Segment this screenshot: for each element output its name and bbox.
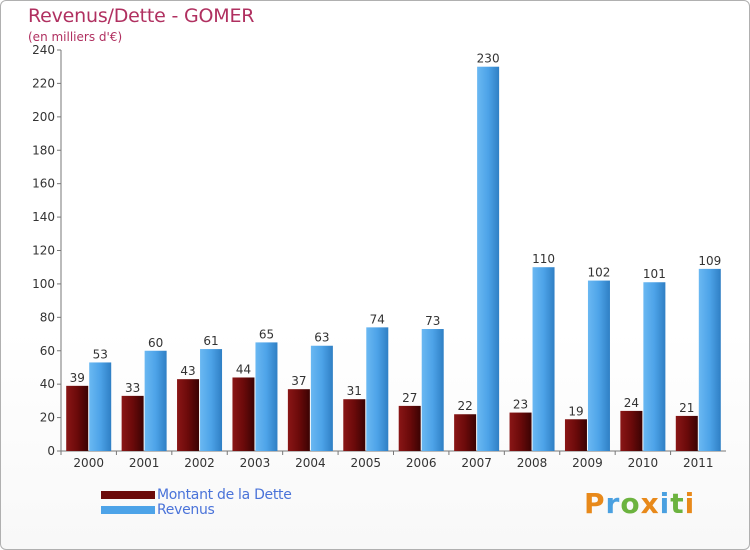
x-tick-label: 2005 <box>351 456 382 470</box>
data-label: 37 <box>291 374 306 388</box>
x-tick-label: 2011 <box>683 456 714 470</box>
x-tick-label: 2002 <box>184 456 215 470</box>
x-tick-label: 2000 <box>73 456 104 470</box>
legend-swatch-revenus <box>101 505 155 514</box>
x-tick-label: 2008 <box>517 456 548 470</box>
data-labels: 39 33 43 44 37 31 27 22 23 19 24 21 53 60 61 65 63 74 73 23… <box>70 52 722 419</box>
logo-letter: P <box>584 487 606 520</box>
data-label: 110 <box>532 252 555 266</box>
x-tick-label: 2001 <box>129 456 160 470</box>
y-tick-label: 40 <box>40 377 55 391</box>
x-tick-label: 2006 <box>406 456 437 470</box>
legend-label-revenus: Revenus <box>157 501 215 518</box>
bar-revenus <box>310 345 333 451</box>
data-label: 31 <box>347 384 362 398</box>
bar-dette <box>398 405 421 451</box>
bar-revenus <box>255 342 278 451</box>
data-label: 27 <box>402 391 417 405</box>
bar-dette <box>675 415 698 451</box>
chart-subtitle: (en milliers d'€) <box>28 30 123 44</box>
bar-dette <box>620 410 643 451</box>
data-label: 230 <box>477 52 500 66</box>
logo-letter: x <box>640 487 660 520</box>
data-label: 23 <box>513 398 528 412</box>
data-label: 61 <box>203 334 218 348</box>
bar-dette <box>177 379 200 451</box>
bar-revenus <box>698 268 721 451</box>
logo-letter: o <box>620 487 641 520</box>
legend: Montant de la Dette Revenus <box>101 486 292 518</box>
legend-item-revenus: Revenus <box>101 501 292 518</box>
data-label: 22 <box>457 399 472 413</box>
data-label: 102 <box>588 266 611 280</box>
bar-dette <box>287 389 310 451</box>
x-tick-label: 2007 <box>461 456 492 470</box>
data-label: 43 <box>180 364 195 378</box>
data-label: 74 <box>370 312 385 326</box>
data-label: 60 <box>148 336 163 350</box>
bar-revenus <box>587 280 610 451</box>
data-label: 24 <box>624 396 639 410</box>
data-label: 19 <box>568 404 583 418</box>
y-tick-label: 60 <box>40 344 55 358</box>
bar-dette <box>564 419 587 451</box>
bar-dette <box>232 377 255 451</box>
y-tick-label: 20 <box>40 411 55 425</box>
data-label: 33 <box>125 381 140 395</box>
bar-revenus <box>643 282 666 451</box>
y-tick-label: 100 <box>32 277 55 291</box>
y-tick-label: 0 <box>47 444 55 458</box>
x-tick-label: 2010 <box>628 456 659 470</box>
legend-swatch-dette <box>101 490 155 499</box>
bar-revenus <box>89 362 112 451</box>
data-label: 44 <box>236 362 251 376</box>
axes: 0 20 40 60 80 100 120 140 160 180 200 220 240 2000 200… <box>32 43 726 470</box>
y-tick-label: 140 <box>32 210 55 224</box>
logo-letter: r <box>605 487 621 520</box>
data-label: 21 <box>679 401 694 415</box>
x-tick-label: 2004 <box>295 456 326 470</box>
data-label: 73 <box>425 314 440 328</box>
y-tick-label: 120 <box>32 244 55 258</box>
bar-dette <box>66 385 89 451</box>
y-tick-label: 240 <box>32 43 55 57</box>
bar-dette <box>343 399 366 451</box>
bar-revenus <box>421 329 444 451</box>
y-tick-label: 220 <box>32 76 55 90</box>
bar-dette <box>454 414 477 451</box>
y-tick-label: 160 <box>32 177 55 191</box>
chart-title: Revenus/Dette - GOMER <box>28 5 255 27</box>
data-label: 53 <box>93 347 108 361</box>
bar-revenus <box>144 350 167 451</box>
bar-revenus <box>366 327 389 451</box>
bar-revenus <box>532 267 555 451</box>
x-tick-label: 2009 <box>572 456 603 470</box>
bars <box>66 66 721 451</box>
y-tick-label: 180 <box>32 143 55 157</box>
data-label: 39 <box>70 371 85 385</box>
y-tick-label: 80 <box>40 310 55 324</box>
data-label: 101 <box>643 267 666 281</box>
bar-revenus <box>200 349 223 451</box>
bar-dette <box>509 412 532 451</box>
y-tick-label: 200 <box>32 110 55 124</box>
bar-dette <box>121 395 144 451</box>
bar-revenus <box>477 66 500 451</box>
logo-letter: i <box>659 487 671 520</box>
logo-letter: t <box>670 487 685 520</box>
x-tick-label: 2003 <box>240 456 271 470</box>
data-label: 63 <box>314 331 329 345</box>
logo-letter: i <box>684 487 696 520</box>
legend-item-dette: Montant de la Dette <box>101 486 292 503</box>
proxiti-logo: Proxiti <box>584 487 695 520</box>
data-label: 65 <box>259 327 274 341</box>
data-label: 109 <box>698 254 721 268</box>
legend-label-dette: Montant de la Dette <box>157 486 292 503</box>
